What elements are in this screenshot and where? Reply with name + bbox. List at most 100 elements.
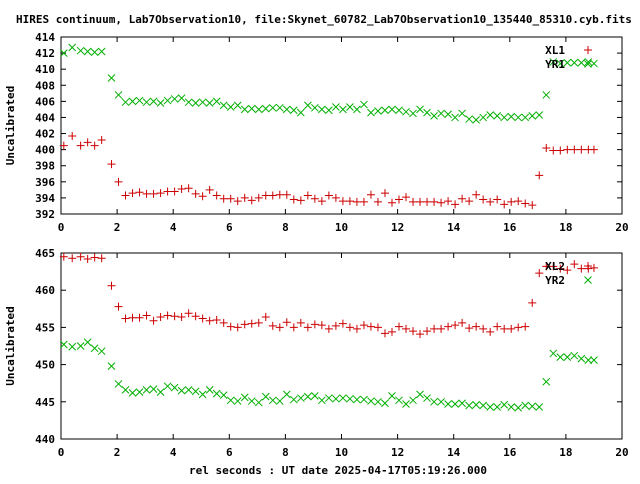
x-tick-label: 12	[391, 221, 404, 234]
data-point	[353, 395, 361, 404]
data-point	[584, 58, 593, 66]
data-point	[219, 391, 228, 399]
data-point	[345, 197, 354, 206]
data-point	[296, 196, 305, 205]
data-point	[170, 187, 179, 196]
data-point	[338, 197, 347, 206]
data-point	[325, 106, 333, 115]
data-point	[486, 197, 495, 206]
data-point	[359, 197, 368, 206]
data-point	[233, 397, 242, 405]
data-point	[331, 321, 340, 330]
data-point	[486, 403, 495, 411]
data-point	[282, 390, 291, 399]
legend-label-xl2: XL2	[545, 260, 565, 273]
data-point	[486, 111, 495, 119]
x-tick-label: 20	[615, 221, 628, 234]
data-point	[514, 113, 523, 122]
data-point	[395, 195, 404, 204]
data-point	[430, 397, 438, 406]
x-tick-label: 8	[282, 446, 289, 459]
data-point	[310, 391, 319, 400]
data-point	[458, 399, 466, 408]
data-point	[373, 197, 382, 206]
data-point	[570, 351, 579, 360]
data-point	[163, 382, 172, 391]
y-tick-label: 406	[35, 95, 55, 108]
x-tick-label: 4	[170, 446, 177, 459]
data-point	[212, 97, 221, 106]
data-point	[233, 197, 242, 206]
data-point	[76, 252, 85, 261]
data-point	[317, 197, 326, 206]
data-point	[282, 105, 291, 114]
y-tick-label: 396	[35, 176, 55, 189]
data-point	[423, 197, 432, 206]
data-point	[366, 322, 375, 331]
data-point	[373, 323, 382, 332]
data-point	[500, 200, 509, 209]
data-point	[142, 189, 151, 198]
y-tick-label: 450	[35, 359, 55, 372]
data-point	[318, 105, 326, 114]
data-point	[444, 197, 453, 206]
data-point	[114, 380, 123, 388]
y-tick-label: 400	[35, 144, 55, 157]
upper-plot-panel: 0 2 4 6 8 10 12 14 16 18 20 392 394 396 398 400 402 404 40…	[4, 31, 629, 234]
data-point	[430, 324, 439, 333]
data-point	[170, 383, 179, 392]
data-point	[416, 390, 424, 399]
data-point	[198, 314, 207, 323]
data-point	[97, 47, 106, 56]
data-point	[437, 397, 445, 406]
x-tick-label: 14	[447, 446, 461, 459]
data-point	[423, 327, 432, 336]
data-point	[472, 116, 480, 124]
data-point	[444, 110, 452, 119]
x-tick-label: 4	[170, 221, 177, 234]
data-point	[76, 342, 85, 350]
data-point	[198, 390, 207, 399]
data-point	[570, 145, 579, 154]
data-point	[121, 386, 130, 394]
data-point	[521, 401, 530, 410]
data-point	[68, 254, 77, 263]
data-point	[107, 362, 116, 370]
data-point	[521, 199, 530, 208]
y-tick-label: 414	[35, 31, 55, 44]
data-point	[577, 264, 586, 273]
x-tick-label: 6	[226, 221, 233, 234]
legend-label-yr1: YR1	[545, 58, 565, 71]
data-point	[331, 193, 340, 202]
data-point	[97, 254, 106, 263]
data-point	[430, 197, 439, 206]
data-point	[233, 323, 242, 332]
data-point	[170, 312, 179, 321]
data-point	[395, 322, 404, 331]
data-point	[254, 318, 263, 327]
data-point	[479, 401, 488, 410]
data-point	[380, 329, 389, 338]
data-point	[59, 340, 68, 349]
data-point	[90, 344, 99, 353]
x-tick-label: 12	[391, 446, 404, 459]
data-point	[83, 338, 92, 347]
data-point	[219, 101, 228, 110]
data-point	[430, 111, 438, 120]
data-point	[83, 254, 92, 263]
series-yr1	[59, 43, 598, 124]
data-point	[318, 396, 326, 405]
y-tick-label: 465	[35, 247, 55, 260]
data-point	[570, 260, 579, 269]
data-point	[542, 377, 551, 386]
y-tick-label: 445	[35, 396, 55, 409]
data-point	[360, 100, 368, 109]
data-point	[563, 58, 572, 67]
data-point	[563, 266, 572, 275]
legend-label-yr2: YR2	[545, 274, 565, 287]
data-point	[226, 194, 235, 203]
data-point	[500, 400, 509, 409]
data-point	[339, 105, 347, 114]
data-point	[556, 264, 565, 273]
